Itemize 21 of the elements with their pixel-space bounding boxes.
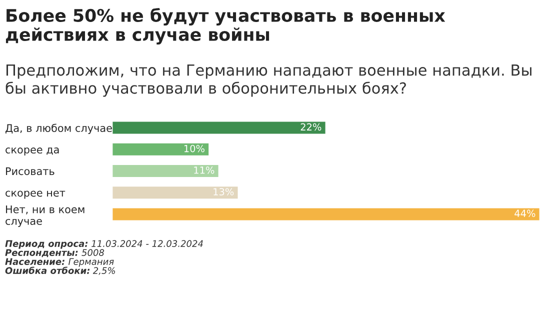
bar xyxy=(112,185,240,200)
bar xyxy=(112,142,210,157)
data-label: 10% xyxy=(184,144,204,152)
text: Период опроса: 11.03.2024 - 12.03.2024 xyxy=(5,240,203,249)
text: Респонденты: 5008 xyxy=(5,249,104,258)
text: Население: Германия xyxy=(5,258,114,267)
y-tick-label: Да, в любом случае xyxy=(6,124,112,134)
y-tick-label: скорее нет xyxy=(6,190,66,199)
chart-subtitle: Предположим, что на Германию нападают военные нападки. Вы бы активно участвовали в оборонительных боях? xyxy=(6,64,532,97)
data-label: 13% xyxy=(214,188,234,196)
chart-title: Более 50% не будут участвовать в военных действиях в случае войны xyxy=(6,8,446,45)
data-label: 22% xyxy=(300,123,322,131)
y-tick-label: Нет, ни в коем случае xyxy=(6,206,84,227)
text: Ошибка отбоки: 2,5% xyxy=(5,266,115,275)
bar xyxy=(112,206,540,222)
bar xyxy=(112,164,220,178)
bar xyxy=(112,120,327,136)
y-tick-label: Рисовать xyxy=(6,167,54,176)
data-label: 11% xyxy=(194,166,214,174)
data-label: 44% xyxy=(514,210,536,218)
y-tick-label: скорее да xyxy=(6,148,59,156)
